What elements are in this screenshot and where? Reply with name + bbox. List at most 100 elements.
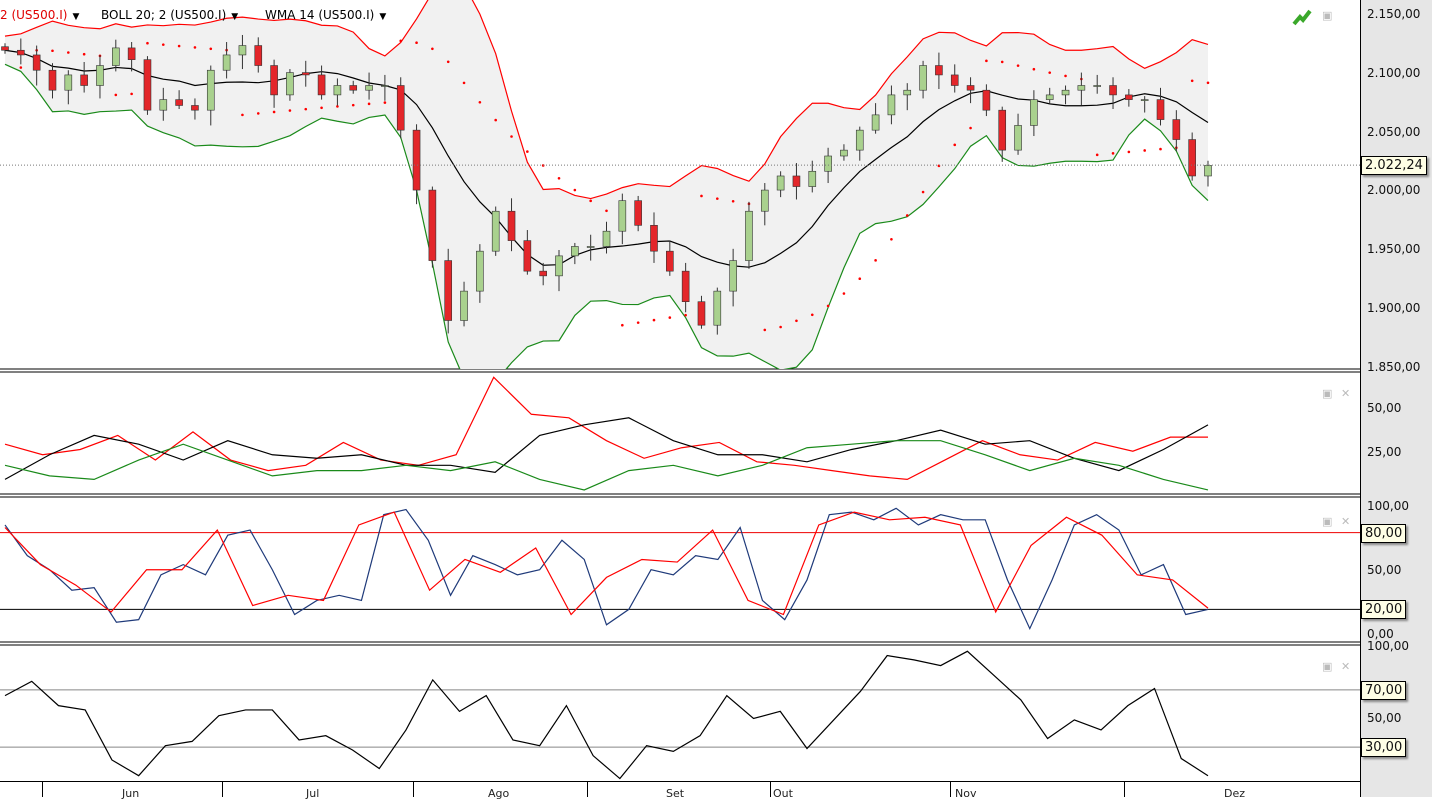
month-label: Out: [773, 787, 793, 800]
month-separator: [587, 782, 588, 797]
sar-dot: [1127, 150, 1131, 154]
legend-sar-label: 2 (US500.I): [0, 8, 68, 22]
sar-dot: [763, 328, 767, 332]
sar-dot: [146, 41, 149, 45]
candle-body: [808, 170, 817, 187]
chart-area[interactable]: [0, 0, 1360, 781]
legend-wma[interactable]: WMA 14 (US500.I) ▼: [265, 8, 386, 22]
sar-dot: [969, 126, 972, 130]
candle-body: [1204, 165, 1212, 177]
candle-body: [1030, 99, 1038, 126]
save-icon[interactable]: ▣: [1322, 515, 1333, 528]
month-separator: [1124, 782, 1125, 797]
sar-dot: [890, 238, 893, 241]
candle-body: [301, 72, 310, 76]
candle-body: [64, 74, 73, 91]
indicator-tick-label: 100,00: [1367, 499, 1409, 513]
sar-dot: [1016, 64, 1020, 67]
sar-dot: [684, 313, 687, 317]
month-separator: [950, 782, 951, 797]
price-tick-label: 2.050,00: [1367, 124, 1421, 139]
indicator-line-3-0: [4, 650, 1209, 780]
legend-boll[interactable]: BOLL 20; 2 (US500.I) ▼: [101, 8, 238, 22]
candle-body: [713, 290, 722, 326]
sar-dot: [557, 176, 561, 180]
month-separator: [42, 782, 43, 797]
candle-body: [365, 85, 373, 91]
level-tag: 80,00: [1361, 523, 1407, 543]
chart-trend-icon[interactable]: [1292, 8, 1312, 26]
sar-dot: [1000, 60, 1004, 64]
legend-sar[interactable]: 2 (US500.I) ▼: [0, 8, 79, 22]
candle-body: [650, 225, 658, 252]
candle-body: [555, 255, 563, 277]
indicator-panel-2: [0, 507, 1360, 631]
candle-body: [286, 72, 294, 96]
candle-body: [1188, 139, 1196, 177]
save-icon[interactable]: ▣: [1322, 9, 1333, 22]
candle-body: [476, 250, 484, 292]
candle-body: [982, 89, 991, 111]
indicator-line-1-1: [4, 417, 1209, 480]
candle-body: [491, 210, 500, 252]
save-icon[interactable]: ▣: [1322, 387, 1333, 400]
bollinger-upper-line: [4, 0, 1209, 200]
legend-boll-label: BOLL 20; 2 (US500.I): [101, 8, 227, 22]
sar-dot: [241, 113, 244, 117]
candle-body: [349, 85, 358, 91]
sar-dot: [842, 292, 846, 295]
candle-body: [666, 250, 674, 272]
candle-body: [1125, 94, 1133, 100]
dropdown-arrow-icon[interactable]: ▼: [231, 12, 239, 22]
sar-dot: [605, 209, 608, 213]
close-icon[interactable]: ✕: [1341, 387, 1351, 400]
dropdown-arrow-icon[interactable]: ▼: [72, 12, 80, 22]
candle-body: [80, 74, 88, 86]
sar-dot: [1159, 147, 1162, 151]
indicator-tick-label: 25,00: [1367, 445, 1402, 459]
candle-body: [159, 99, 168, 111]
month-separator: [413, 782, 414, 797]
save-icon[interactable]: ▣: [1322, 660, 1333, 673]
indicator-tick-label: 50,00: [1367, 401, 1402, 415]
sar-dot: [462, 81, 466, 85]
close-icon[interactable]: ✕: [1341, 660, 1351, 673]
sar-dot: [446, 60, 450, 64]
dropdown-arrow-icon[interactable]: ▼: [379, 12, 387, 22]
candle-body: [935, 65, 943, 76]
price-tick-label: 1.850,00: [1367, 359, 1421, 374]
candle-body: [460, 290, 468, 321]
price-tick-label: 2.000,00: [1367, 183, 1421, 198]
sar-dot: [1064, 74, 1067, 78]
sar-dot: [19, 66, 23, 69]
sar-dot: [367, 102, 371, 106]
candle-body: [444, 260, 453, 321]
price-axis[interactable]: [1360, 0, 1432, 797]
sar-dot: [1206, 81, 1210, 85]
level-tag: 30,00: [1361, 738, 1407, 758]
candle-body: [175, 99, 183, 106]
sar-dot: [1032, 67, 1036, 71]
sar-dot: [114, 93, 118, 97]
candle-body: [1045, 94, 1054, 100]
candle-body: [507, 210, 516, 241]
sar-dot: [351, 103, 355, 107]
indicator-tick-label: 100,00: [1367, 639, 1409, 653]
level-tag: 20,00: [1361, 600, 1407, 620]
indicator-line-1-2: [4, 440, 1209, 491]
month-label: Dez: [1224, 787, 1246, 800]
sar-dot: [1095, 153, 1099, 157]
sar-dot: [826, 304, 830, 308]
time-axis[interactable]: [0, 781, 1360, 798]
sar-dot: [399, 39, 403, 43]
price-tick-label: 1.900,00: [1367, 300, 1421, 315]
sar-dot: [526, 150, 529, 153]
candle-body: [745, 210, 753, 261]
month-separator: [770, 782, 771, 797]
sar-dot: [67, 51, 70, 54]
candle-body: [1, 46, 9, 51]
sar-dot: [288, 109, 292, 112]
close-icon[interactable]: ✕: [1341, 515, 1351, 528]
price-tick-label: 1.950,00: [1367, 242, 1421, 256]
sar-dot: [1048, 71, 1052, 74]
